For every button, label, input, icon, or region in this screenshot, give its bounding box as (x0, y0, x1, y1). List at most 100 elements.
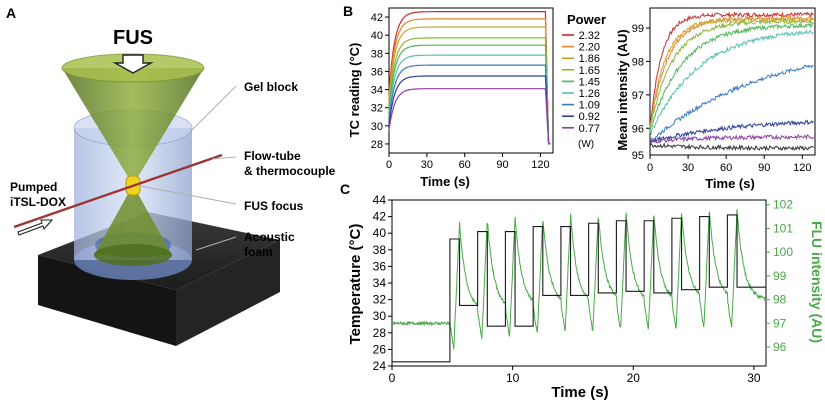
chart-intensity-ytick-label: 95 (632, 150, 644, 162)
tc-series-line (388, 11, 551, 145)
power-legend-label: 1.09 (579, 100, 600, 112)
chart-c-y2tick-label: 98 (773, 293, 787, 307)
intensity-series-line (649, 14, 814, 129)
chart-temperature-flu: Temperature (°C) Time (s) FLU intensity … (347, 193, 825, 401)
chart-c-ytick-label: 32 (373, 293, 387, 307)
acoustic-foam-label-2: foam (244, 245, 273, 259)
chart-tc-xtick-label: 30 (421, 159, 433, 171)
chart-c-xtick-label: 10 (506, 371, 520, 385)
panel-b-letter: B (343, 3, 353, 19)
intensity-series-line (649, 22, 814, 133)
intensity-series-line (649, 119, 814, 144)
tc-series-line (388, 37, 551, 145)
power-legend-label: 2.32 (579, 30, 600, 42)
chart-intensity-ytick-label: 96 (632, 123, 644, 135)
chart-c-y2tick-label: 97 (773, 316, 787, 330)
chart-tc-ylabel: TC reading (°C) (347, 43, 362, 138)
chart-c-y2label: FLU intensity (AU) (809, 221, 825, 343)
fus-focus-leader (139, 185, 237, 205)
tc-series-line (388, 54, 551, 145)
chart-c-ytick-label: 36 (373, 259, 387, 273)
panel-a: A FUS Pumped iTSL-DOX Gel block Flow (6, 5, 336, 346)
chart-c-ylabel: Temperature (°C) (347, 224, 364, 345)
power-legend-label: 1.45 (579, 76, 600, 88)
chart-c-xtick-label: 20 (627, 371, 641, 385)
power-legend-unit: (W) (578, 139, 594, 150)
power-legend-label: 2.20 (579, 42, 600, 54)
chart-tc-ytick-label: 28 (371, 139, 383, 151)
chart-tc-frame (388, 7, 554, 154)
chart-tc-xlabel: Time (s) (420, 174, 470, 189)
chart-c-y2tick-label: 101 (773, 221, 793, 235)
acoustic-foam-right (176, 240, 280, 346)
intensity-series-line (649, 11, 814, 129)
power-legend-title: Power (567, 12, 606, 27)
tc-series-line (388, 64, 551, 145)
chart-c-xtick-label: 30 (747, 371, 761, 385)
chart-c-ytick-label: 44 (373, 193, 387, 207)
panel-c-letter: C (340, 181, 350, 197)
temperature-line (392, 214, 766, 363)
flow-tube (13, 153, 223, 229)
panel-a-letter: A (6, 5, 16, 21)
intensity-series-line (649, 18, 814, 129)
chart-intensity-xtick-label: 90 (758, 162, 770, 174)
intensity-series-line (649, 142, 814, 152)
flu-intensity-line (391, 209, 767, 350)
chart-c-ytick-label: 30 (373, 309, 387, 323)
chart-tc-xtick-label: 90 (496, 159, 508, 171)
tc-series-line (388, 18, 551, 145)
fus-cone-lower (94, 185, 172, 255)
chart-tc-xtick-label: 0 (386, 159, 392, 171)
fus-cone-base (94, 244, 172, 266)
fus-cone-upper (62, 68, 204, 185)
chart-tc-ytick-label: 38 (371, 48, 383, 60)
chart-tc-ytick-label: 30 (371, 121, 383, 133)
tc-series-line (388, 75, 551, 145)
chart-tc-xtick-label: 60 (459, 159, 471, 171)
chart-c-y2tick-label: 96 (773, 340, 787, 354)
chart-intensity-ytick-label: 97 (632, 90, 644, 102)
tc-series-line (388, 26, 551, 145)
chart-tc-xtick-label: 120 (531, 159, 549, 171)
chart-mean-intensity: Mean intensity (AU) Time (s) 95 96 97 98 99 0… (615, 7, 816, 191)
flow-tube-label-1: Flow-tube (244, 149, 301, 163)
chart-c-ytick-label: 42 (373, 210, 387, 224)
chart-intensity-xlabel: Time (s) (705, 176, 755, 191)
intensity-series-line (649, 29, 814, 136)
power-legend-label: 1.26 (579, 88, 600, 100)
power-legend-label: 1.86 (579, 53, 600, 65)
pumped-label-1: Pumped (10, 180, 57, 194)
chart-c-ytick-label: 24 (373, 359, 387, 373)
gel-block-label: Gel block (244, 80, 298, 94)
chart-c-y2tick-label: 102 (773, 198, 793, 212)
chart-c-ytick-label: 28 (373, 326, 387, 340)
flow-tube-leader (211, 156, 237, 160)
chart-intensity-ylabel: Mean intensity (AU) (615, 29, 630, 150)
pumped-label-2: iTSL-DOX (10, 195, 66, 209)
chart-c-y2tick-label: 100 (773, 245, 793, 259)
chart-c-ytick-label: 34 (373, 276, 387, 290)
chart-tc-ytick-label: 36 (371, 66, 383, 78)
chart-intensity-xtick-label: 30 (682, 162, 694, 174)
tc-series-line (388, 88, 551, 145)
chart-intensity-xtick-label: 0 (647, 162, 653, 174)
acoustic-foam-label-1: Acoustic (244, 230, 295, 244)
chart-tc-ytick-label: 32 (371, 103, 383, 115)
acoustic-foam-leader (195, 236, 237, 251)
fus-focus-label: FUS focus (244, 199, 304, 213)
chart-intensity-ytick-label: 99 (632, 23, 644, 35)
chart-tc-ytick-label: 42 (371, 12, 383, 24)
pump-arrow-icon (17, 219, 54, 236)
chart-c-xlabel: Time (s) (551, 384, 608, 401)
power-legend-label: 0.92 (579, 111, 600, 123)
chart-c-frame (391, 199, 767, 367)
acoustic-foam-left (38, 255, 176, 346)
chart-tc-ytick-label: 40 (371, 30, 383, 42)
chart-c-y2tick-label: 99 (773, 269, 787, 283)
power-legend-label: 0.77 (579, 123, 600, 135)
intensity-series-line (649, 64, 814, 144)
fus-label: FUS (113, 27, 153, 49)
chart-c-ytick-label: 40 (373, 226, 387, 240)
